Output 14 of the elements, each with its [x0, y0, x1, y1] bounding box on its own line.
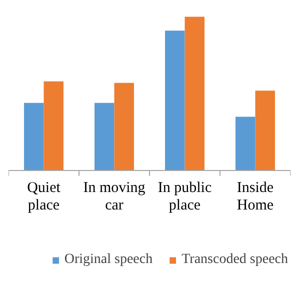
bar — [114, 82, 134, 171]
x-tick-label: In public place — [158, 180, 212, 214]
bar — [44, 81, 64, 171]
bar — [165, 30, 185, 171]
x-tick-label: Inside Home — [236, 180, 274, 214]
bar — [184, 16, 204, 171]
x-tick-label: Quiet place — [27, 180, 62, 214]
legend-label: Original speech — [64, 252, 153, 268]
bar — [94, 102, 114, 171]
bar — [24, 102, 44, 171]
x-tick-label: In moving car — [83, 180, 146, 214]
bar — [236, 116, 256, 171]
bar — [255, 90, 275, 171]
legend-label: Transcoded speech — [182, 252, 288, 268]
